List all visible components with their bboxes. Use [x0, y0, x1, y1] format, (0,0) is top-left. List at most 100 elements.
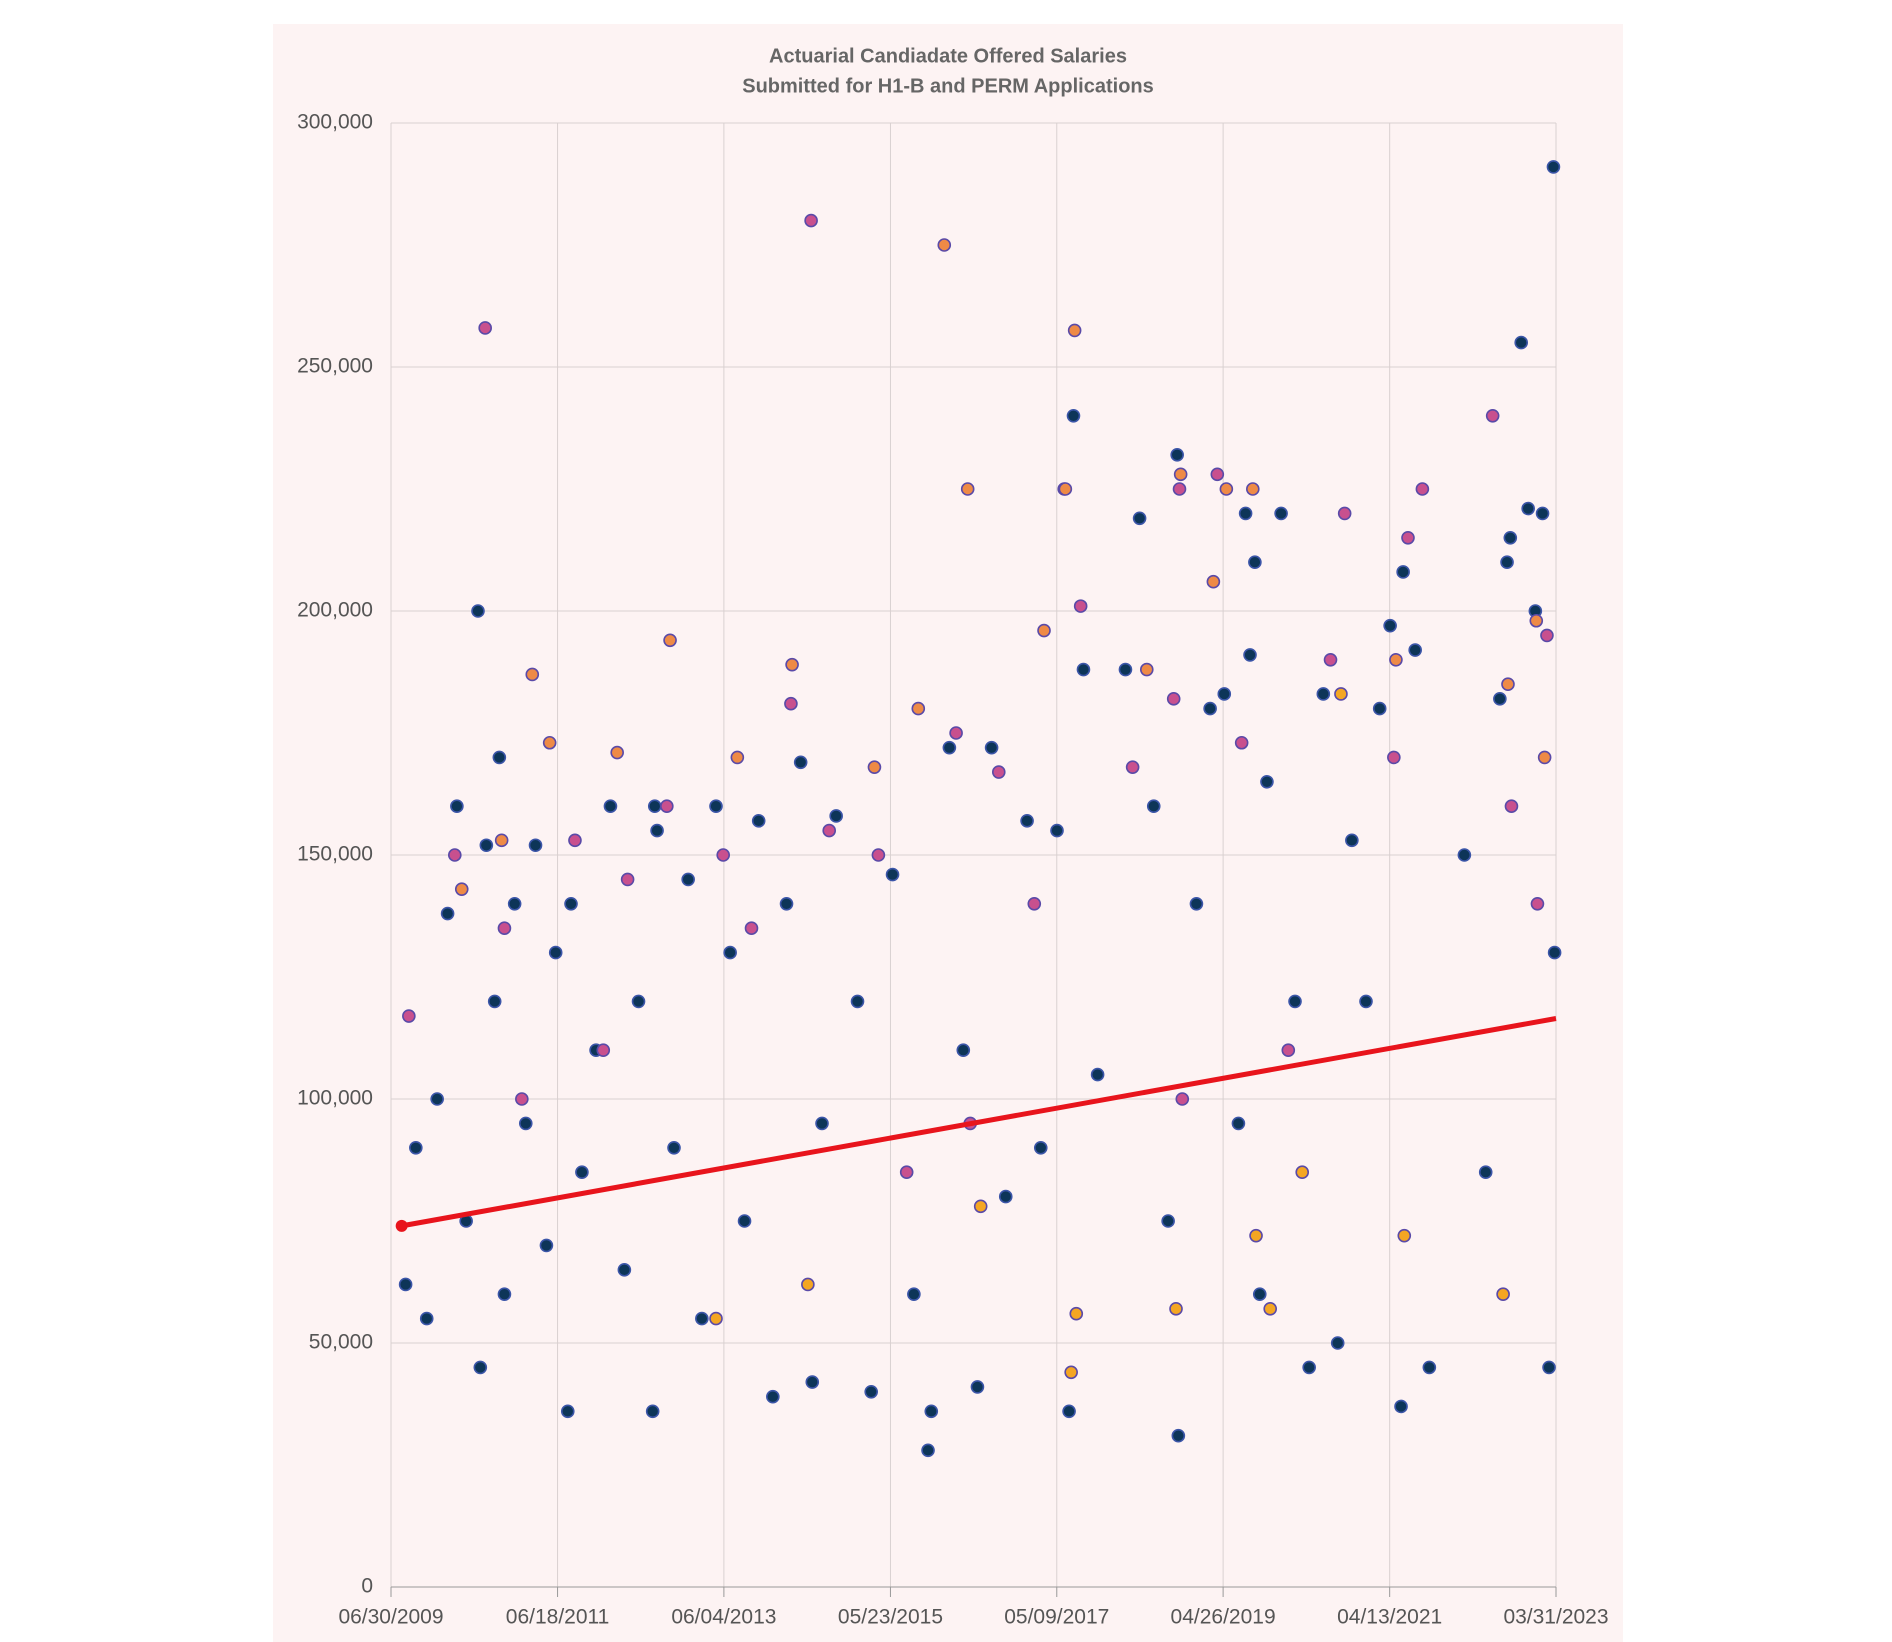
- point: [1295, 1165, 1310, 1179]
- point: [937, 238, 952, 252]
- point: [815, 1116, 829, 1131]
- point: [1217, 687, 1232, 701]
- point: [779, 896, 794, 911]
- point: [440, 906, 455, 921]
- point: [1408, 643, 1422, 657]
- point: [1337, 506, 1352, 521]
- point: [539, 1238, 554, 1253]
- point: [1316, 687, 1331, 701]
- point: [575, 1165, 589, 1179]
- x-tick-label: 06/04/2013: [671, 1606, 776, 1629]
- point: [1231, 1116, 1246, 1131]
- point: [970, 1380, 985, 1394]
- y-tick-label: 100,000: [297, 1087, 373, 1110]
- point: [1037, 623, 1051, 638]
- point: [542, 735, 557, 750]
- point: [1139, 662, 1154, 677]
- point: [1493, 692, 1507, 706]
- point: [1248, 555, 1262, 570]
- point: [596, 1043, 611, 1057]
- point: [867, 760, 882, 774]
- point: [1020, 814, 1034, 828]
- point: [991, 765, 1006, 779]
- point: [409, 1141, 423, 1155]
- point: [784, 696, 798, 711]
- point: [1514, 335, 1529, 350]
- point: [1062, 1404, 1076, 1419]
- point: [1189, 896, 1204, 911]
- point: [631, 994, 646, 1009]
- point: [1169, 1302, 1183, 1316]
- point: [1401, 530, 1415, 545]
- point: [660, 799, 674, 814]
- point: [1118, 662, 1133, 677]
- point: [1203, 701, 1217, 716]
- point: [1503, 530, 1518, 545]
- point: [1389, 652, 1403, 667]
- point: [716, 848, 730, 862]
- point: [1249, 1228, 1263, 1243]
- point: [829, 809, 843, 823]
- point: [984, 740, 999, 755]
- point: [1501, 677, 1515, 692]
- point: [899, 1165, 914, 1179]
- point: [568, 833, 582, 848]
- point: [1076, 662, 1091, 677]
- point: [1132, 511, 1147, 526]
- y-tick-label: 250,000: [297, 355, 373, 378]
- point: [973, 1199, 988, 1214]
- point: [1090, 1067, 1105, 1082]
- point: [450, 799, 464, 814]
- point: [1372, 701, 1387, 716]
- point: [650, 823, 664, 838]
- point: [1387, 750, 1401, 765]
- point: [730, 750, 745, 765]
- point: [1064, 1365, 1078, 1380]
- point: [723, 945, 737, 960]
- point: [1274, 506, 1288, 521]
- point: [1027, 896, 1042, 911]
- point: [942, 740, 957, 755]
- point: [1302, 1360, 1316, 1375]
- y-tick-label: 0: [361, 1575, 373, 1598]
- point: [1383, 618, 1397, 633]
- point: [610, 745, 624, 760]
- x-tick-label: 05/23/2015: [838, 1606, 943, 1629]
- chart-title: Actuarial Candiadate Offered Salaries: [769, 45, 1127, 67]
- point: [471, 604, 485, 618]
- trend-start: [395, 1219, 408, 1232]
- x-tick-label: 04/13/2021: [1337, 1606, 1442, 1629]
- point: [1173, 467, 1188, 482]
- point: [478, 321, 492, 335]
- point: [921, 1443, 935, 1458]
- y-tick-label: 200,000: [297, 599, 373, 622]
- point: [1234, 735, 1249, 750]
- point: [801, 1277, 815, 1292]
- point: [864, 1385, 878, 1399]
- point: [1359, 994, 1373, 1009]
- point: [1171, 1428, 1186, 1443]
- point: [564, 896, 578, 911]
- point: [473, 1360, 488, 1375]
- chart-background: [273, 24, 1623, 1642]
- point: [1422, 1360, 1437, 1375]
- point: [560, 1404, 575, 1419]
- point: [1175, 1092, 1190, 1106]
- point: [398, 1277, 413, 1292]
- point: [419, 1311, 434, 1326]
- point: [822, 823, 837, 838]
- y-tick-label: 150,000: [297, 843, 373, 866]
- point: [1219, 482, 1234, 496]
- point: [850, 994, 865, 1009]
- point: [1125, 760, 1140, 774]
- point: [709, 1311, 723, 1326]
- point: [525, 667, 540, 682]
- point: [766, 1389, 780, 1404]
- point: [548, 945, 563, 960]
- x-tick-label: 04/26/2019: [1171, 1606, 1276, 1629]
- point: [1529, 613, 1544, 628]
- y-tick-label: 300,000: [297, 111, 373, 134]
- point: [956, 1043, 971, 1057]
